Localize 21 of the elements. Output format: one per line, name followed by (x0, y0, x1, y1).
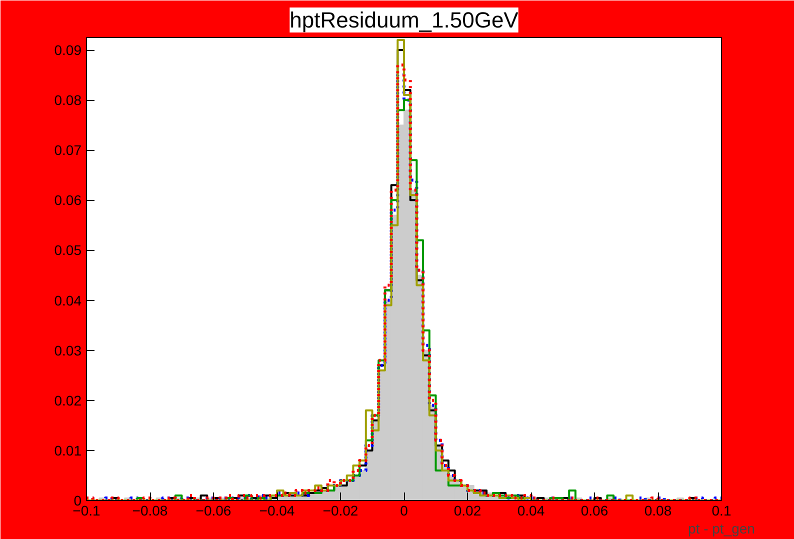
x-tick-label: 0.06 (580, 502, 608, 518)
x-tick-label: −0.02 (322, 502, 358, 518)
y-tick-label: 0.03 (54, 342, 82, 358)
y-tick-label: 0.05 (54, 242, 82, 258)
x-tick-label: 0 (400, 502, 408, 518)
x-tick-label: −0.06 (196, 502, 232, 518)
x-tick-label: 0.04 (517, 502, 545, 518)
y-tick-label: 0.06 (54, 192, 82, 208)
y-tick-label: 0.01 (54, 442, 82, 458)
x-tick-label: 0.1 (712, 502, 732, 518)
y-tick-label: 0.09 (54, 42, 82, 58)
x-tick-label: −0.08 (132, 502, 168, 518)
y-tick-label: 0.04 (54, 292, 82, 308)
y-tick-label: 0.07 (54, 142, 82, 158)
x-tick-label: −0.04 (259, 502, 295, 518)
x-tick-label: 0.08 (644, 502, 672, 518)
y-tick-label: 0.02 (54, 392, 82, 408)
x-tick-label: 0.02 (454, 502, 482, 518)
x-axis-title: pt - pt_gen (688, 520, 755, 536)
y-tick-label: 0.08 (54, 92, 82, 108)
chart-title: hptResiduum_1.50GeV (290, 8, 519, 32)
